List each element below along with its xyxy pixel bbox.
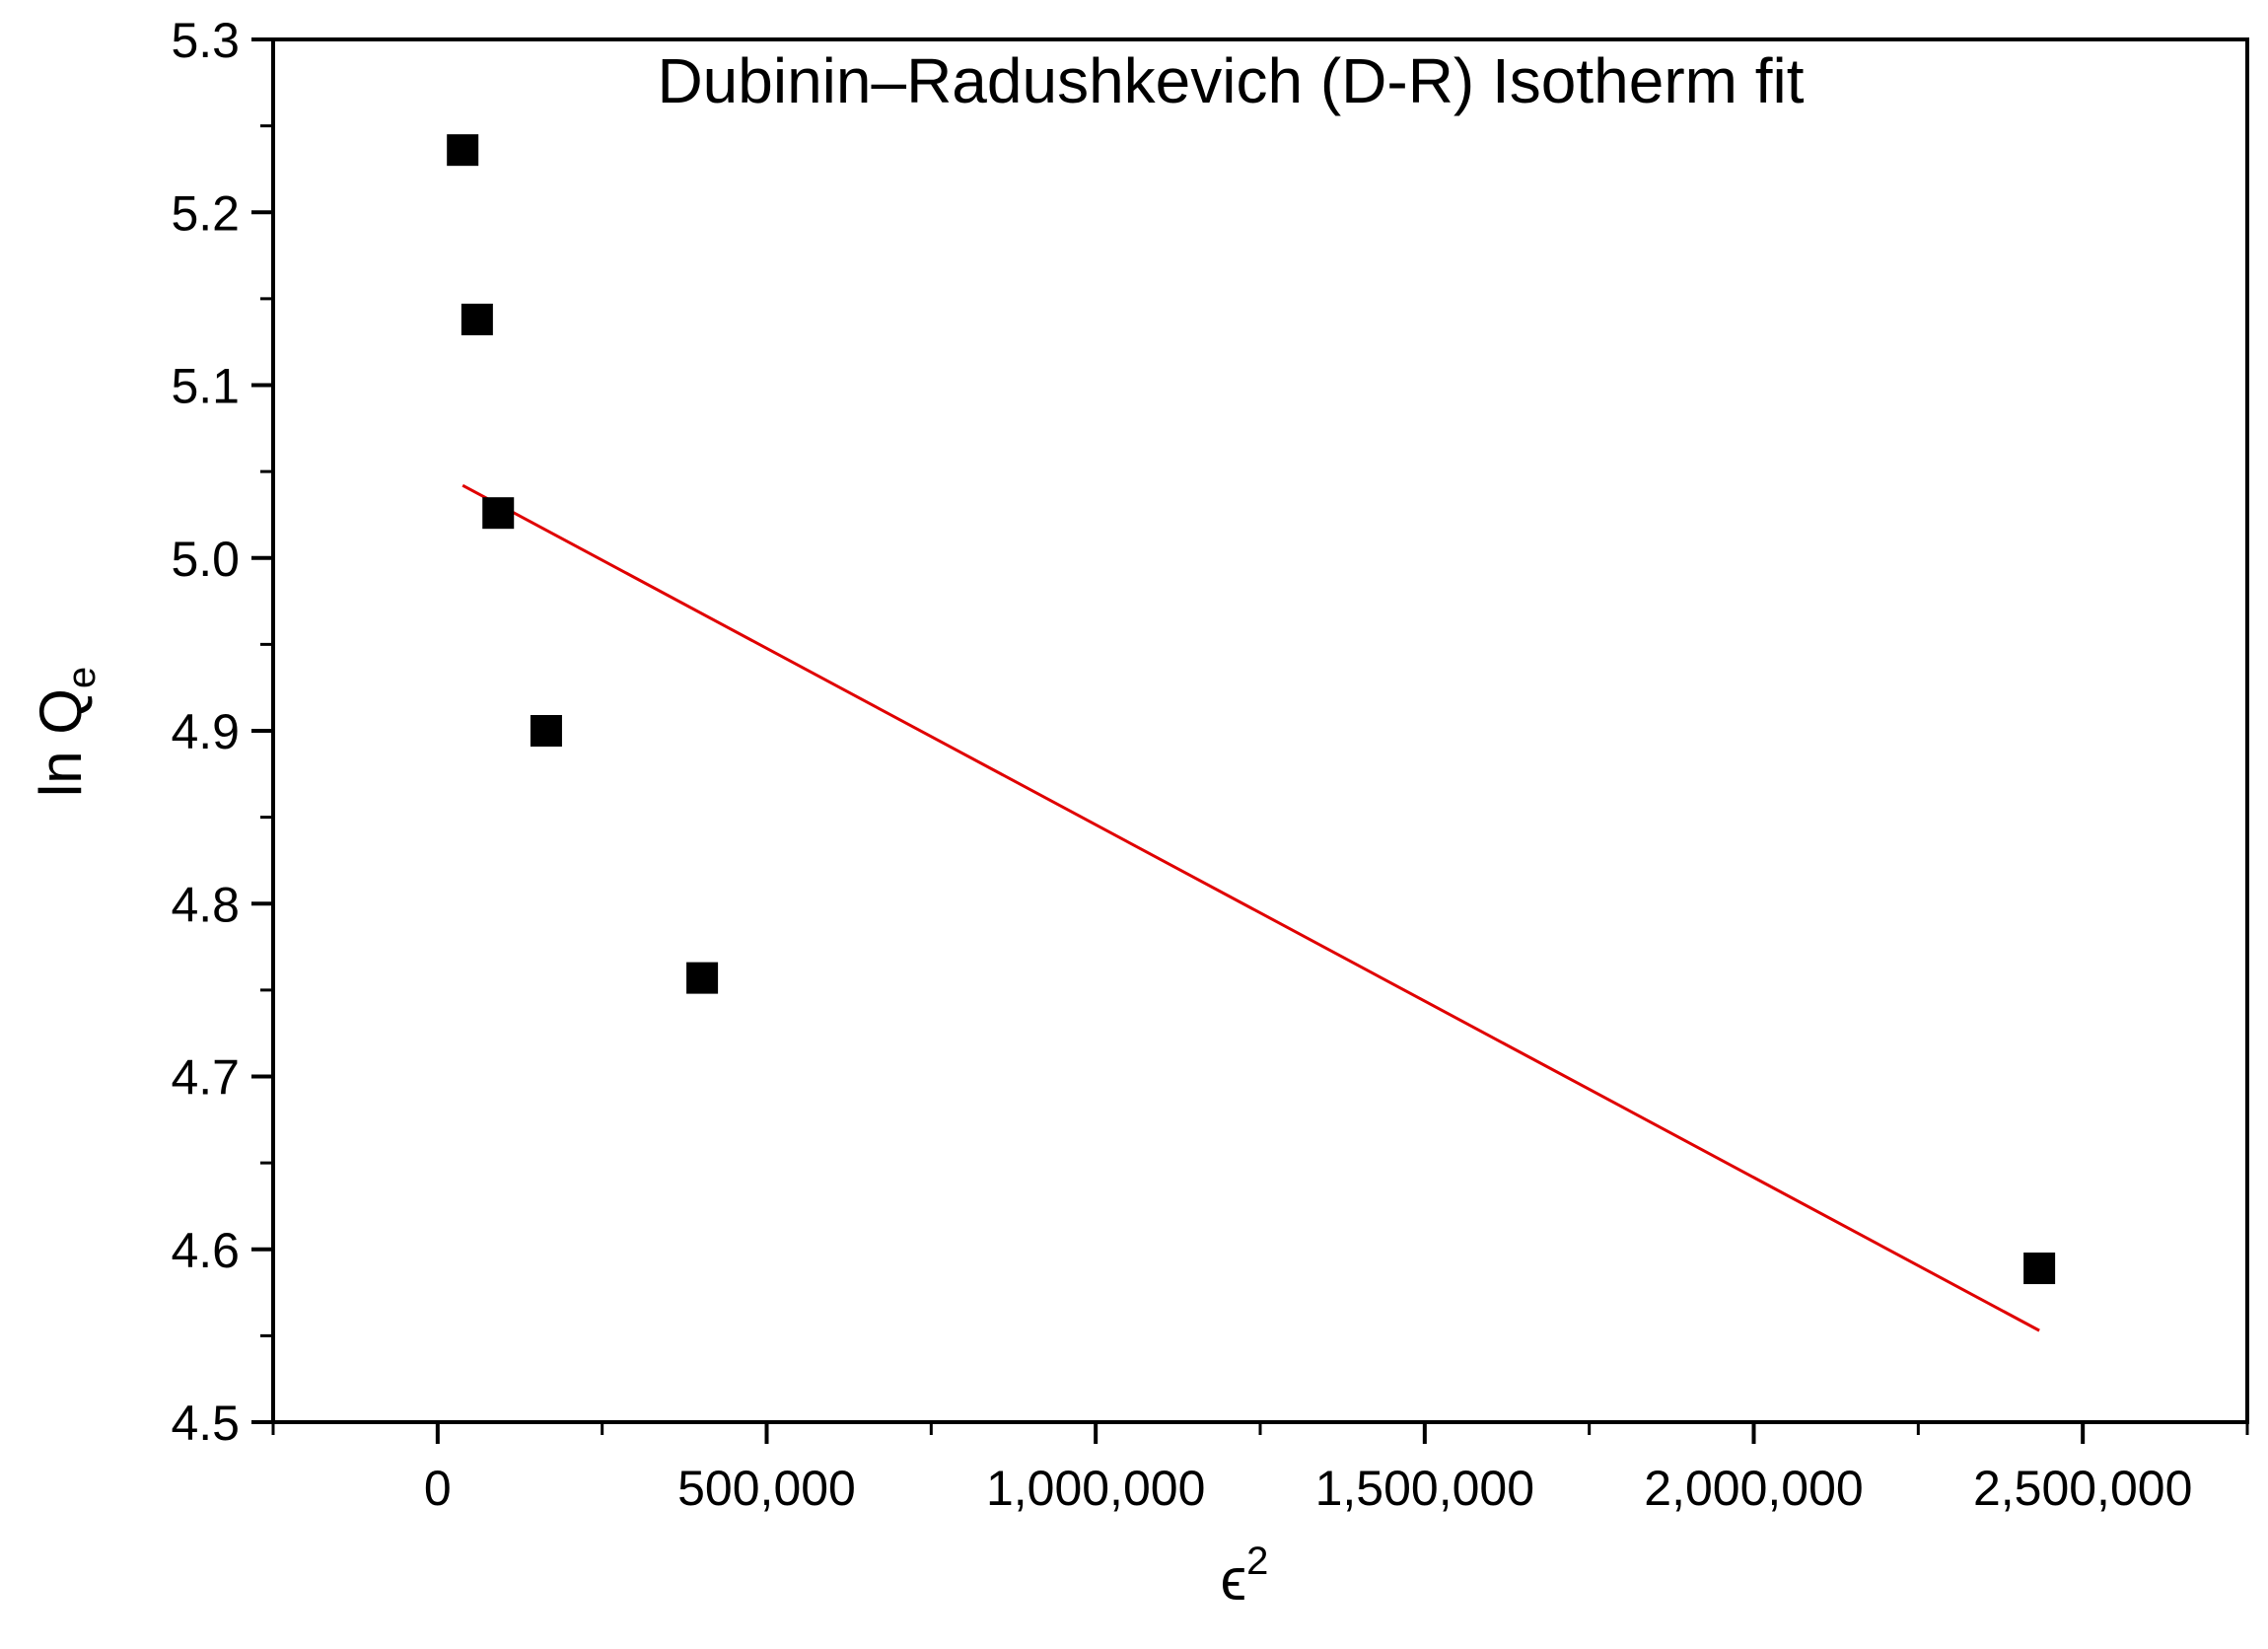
chart-title: Dubinin–Radushkevich (D-R) Isotherm fit <box>657 45 1804 116</box>
x-tick-label: 2,500,000 <box>1973 1461 2192 1516</box>
data-point <box>482 497 515 530</box>
y-tick-label: 4.9 <box>171 704 240 759</box>
y-axis-title: ln Qe <box>28 667 104 797</box>
y-tick-label: 4.6 <box>171 1223 240 1278</box>
x-axis-title-superscript: 2 <box>1246 1540 1268 1583</box>
y-tick-label: 4.8 <box>171 877 240 932</box>
y-tick-label: 4.5 <box>171 1396 240 1451</box>
y-tick-label: 5.2 <box>171 185 240 241</box>
data-point <box>2023 1253 2056 1285</box>
x-axis-title-main: ϵ <box>1221 1546 1247 1613</box>
x-tick-label: 500,000 <box>677 1461 856 1516</box>
plot-frame <box>271 37 2249 1424</box>
data-point <box>530 715 562 747</box>
y-tick-label: 5.3 <box>171 13 240 68</box>
x-tick-label: 1,000,000 <box>986 1461 1205 1516</box>
fit-line-group <box>461 483 2040 1332</box>
axis-tick-labels: 0 500,000 1,000,000 1,500,000 2,000,000 2,500… <box>171 13 2192 1516</box>
x-tick-label: 2,000,000 <box>1644 1461 1863 1516</box>
data-point <box>461 303 493 335</box>
y-tick-label: 4.7 <box>171 1050 240 1106</box>
y-tick-label: 5.0 <box>171 532 240 587</box>
fit-line <box>461 483 2040 1332</box>
data-points <box>447 134 2056 1285</box>
y-axis-title-main: ln Q <box>28 688 94 797</box>
x-tick-label: 0 <box>424 1461 452 1516</box>
data-point <box>447 134 479 167</box>
axis-ticks <box>251 37 2249 1444</box>
y-axis-title-subscript: e <box>60 667 104 688</box>
y-tick-label: 5.1 <box>171 359 240 414</box>
x-tick-label: 1,500,000 <box>1315 1461 1534 1516</box>
data-point <box>686 962 719 994</box>
x-axis-title: ϵ2 <box>1221 1540 1269 1613</box>
